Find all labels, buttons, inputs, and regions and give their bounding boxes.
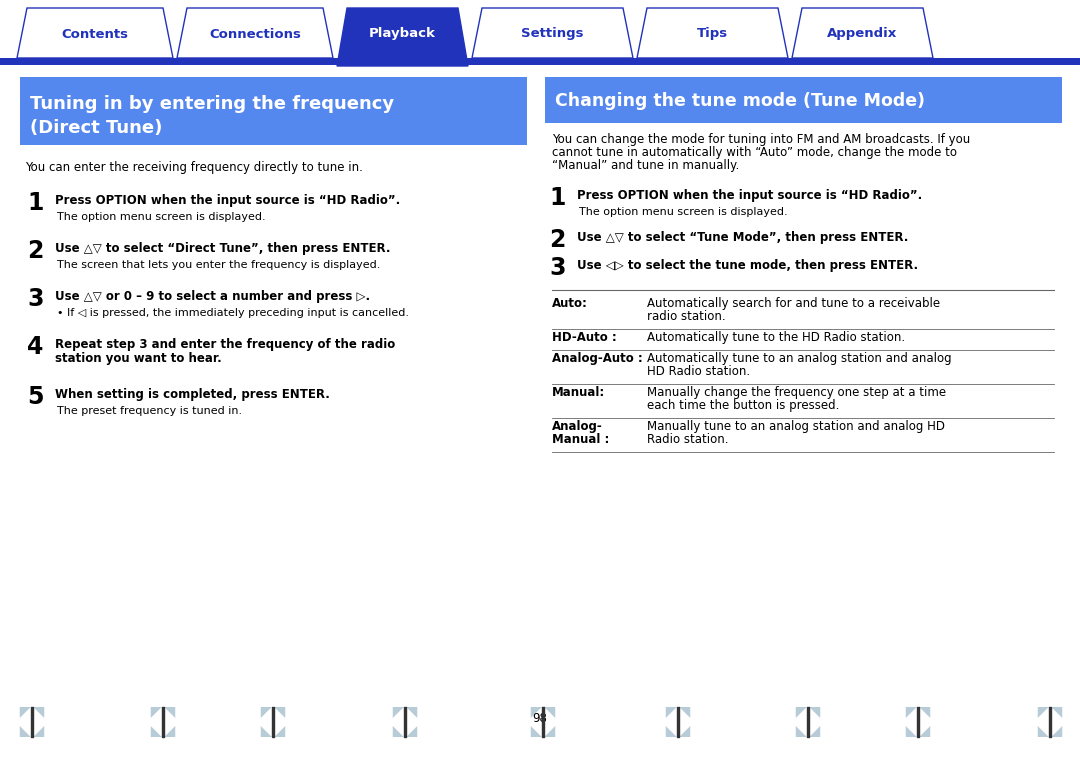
Polygon shape	[472, 8, 633, 58]
Polygon shape	[809, 726, 820, 737]
Text: The screen that lets you enter the frequency is displayed.: The screen that lets you enter the frequ…	[57, 260, 380, 270]
Polygon shape	[274, 726, 285, 737]
Text: Automatically tune to an analog station and analog: Automatically tune to an analog station …	[647, 352, 951, 365]
Text: Repeat step 3 and enter the frequency of the radio: Repeat step 3 and enter the frequency of…	[55, 338, 395, 351]
Polygon shape	[33, 726, 44, 737]
Text: Connections: Connections	[210, 27, 301, 40]
Polygon shape	[530, 726, 542, 737]
Polygon shape	[33, 707, 44, 718]
Text: Automatically search for and tune to a receivable: Automatically search for and tune to a r…	[647, 297, 940, 310]
Polygon shape	[637, 8, 788, 58]
Text: Use △▽ to select “Direct Tune”, then press ENTER.: Use △▽ to select “Direct Tune”, then pre…	[55, 242, 391, 255]
Polygon shape	[151, 726, 162, 737]
Polygon shape	[544, 707, 555, 718]
Polygon shape	[260, 707, 272, 718]
Text: Press OPTION when the input source is “HD Radio”.: Press OPTION when the input source is “H…	[577, 189, 922, 202]
Text: station you want to hear.: station you want to hear.	[55, 352, 221, 365]
Text: 98: 98	[532, 712, 548, 724]
Text: 2: 2	[549, 228, 565, 252]
Text: The option menu screen is displayed.: The option menu screen is displayed.	[57, 212, 266, 222]
Text: 1: 1	[549, 186, 565, 210]
Text: (Direct Tune): (Direct Tune)	[30, 119, 162, 137]
Text: Appendix: Appendix	[827, 27, 897, 40]
Polygon shape	[151, 707, 162, 718]
Polygon shape	[337, 8, 468, 66]
Text: 5: 5	[27, 385, 43, 409]
Polygon shape	[796, 726, 807, 737]
Text: Changing the tune mode (Tune Mode): Changing the tune mode (Tune Mode)	[555, 92, 924, 110]
Polygon shape	[906, 726, 917, 737]
Text: Manual :: Manual :	[552, 433, 609, 446]
Polygon shape	[792, 8, 933, 58]
Bar	[545, 77, 1062, 123]
Text: Automatically tune to the HD Radio station.: Automatically tune to the HD Radio stati…	[647, 331, 905, 344]
Text: Tips: Tips	[697, 27, 728, 40]
Text: The option menu screen is displayed.: The option menu screen is displayed.	[579, 207, 787, 217]
Text: HD Radio station.: HD Radio station.	[647, 365, 751, 378]
Bar	[0, 58, 1080, 65]
Polygon shape	[1038, 707, 1049, 718]
Text: You can enter the receiving frequency directly to tune in.: You can enter the receiving frequency di…	[25, 161, 363, 174]
Text: • If ◁ is pressed, the immediately preceding input is cancelled.: • If ◁ is pressed, the immediately prece…	[57, 308, 409, 318]
Text: Tuning in by entering the frequency: Tuning in by entering the frequency	[30, 95, 394, 113]
Text: 2: 2	[27, 239, 43, 263]
Text: cannot tune in automatically with “Auto” mode, change the mode to: cannot tune in automatically with “Auto”…	[552, 146, 957, 159]
Polygon shape	[393, 726, 404, 737]
Polygon shape	[177, 8, 333, 58]
Polygon shape	[260, 726, 272, 737]
Text: Analog-: Analog-	[552, 420, 603, 433]
Text: You can change the mode for tuning into FM and AM broadcasts. If you: You can change the mode for tuning into …	[552, 133, 970, 146]
Text: 3: 3	[549, 256, 566, 280]
Polygon shape	[919, 707, 930, 718]
Polygon shape	[906, 707, 917, 718]
Polygon shape	[1051, 707, 1063, 718]
Polygon shape	[665, 726, 677, 737]
Text: Use ◁▷ to select the tune mode, then press ENTER.: Use ◁▷ to select the tune mode, then pre…	[577, 259, 918, 272]
Polygon shape	[17, 8, 173, 58]
Text: Manually tune to an analog station and analog HD: Manually tune to an analog station and a…	[647, 420, 945, 433]
Polygon shape	[164, 707, 175, 718]
Text: Manually change the frequency one step at a time: Manually change the frequency one step a…	[647, 386, 946, 399]
Polygon shape	[809, 707, 820, 718]
Text: Manual:: Manual:	[552, 386, 605, 399]
Text: Use △▽ to select “Tune Mode”, then press ENTER.: Use △▽ to select “Tune Mode”, then press…	[577, 231, 908, 244]
Text: Analog-Auto :: Analog-Auto :	[552, 352, 643, 365]
Text: 3: 3	[27, 287, 43, 311]
Text: Contents: Contents	[62, 27, 129, 40]
Text: The preset frequency is tuned in.: The preset frequency is tuned in.	[57, 406, 242, 416]
Polygon shape	[544, 726, 555, 737]
Text: Settings: Settings	[522, 27, 584, 40]
Text: When setting is completed, press ENTER.: When setting is completed, press ENTER.	[55, 388, 329, 401]
Polygon shape	[164, 726, 175, 737]
Polygon shape	[679, 707, 690, 718]
Text: 4: 4	[27, 335, 43, 359]
Polygon shape	[393, 707, 404, 718]
Text: Radio station.: Radio station.	[647, 433, 729, 446]
Text: Use △▽ or 0 – 9 to select a number and press ▷.: Use △▽ or 0 – 9 to select a number and p…	[55, 290, 370, 303]
Text: Playback: Playback	[369, 27, 436, 40]
Text: 1: 1	[27, 191, 43, 215]
Polygon shape	[679, 726, 690, 737]
Polygon shape	[19, 707, 30, 718]
Polygon shape	[274, 707, 285, 718]
Polygon shape	[919, 726, 930, 737]
Bar	[21, 77, 527, 145]
Text: “Manual” and tune in manually.: “Manual” and tune in manually.	[552, 159, 739, 172]
Polygon shape	[406, 707, 417, 718]
Text: each time the button is pressed.: each time the button is pressed.	[647, 399, 839, 412]
Polygon shape	[1038, 726, 1049, 737]
Polygon shape	[19, 726, 30, 737]
Polygon shape	[1051, 726, 1063, 737]
Text: radio station.: radio station.	[647, 310, 726, 323]
Polygon shape	[665, 707, 677, 718]
Polygon shape	[530, 707, 542, 718]
Polygon shape	[406, 726, 417, 737]
Text: HD-Auto :: HD-Auto :	[552, 331, 617, 344]
Text: Press OPTION when the input source is “HD Radio”.: Press OPTION when the input source is “H…	[55, 194, 401, 207]
Polygon shape	[796, 707, 807, 718]
Text: Auto:: Auto:	[552, 297, 588, 310]
